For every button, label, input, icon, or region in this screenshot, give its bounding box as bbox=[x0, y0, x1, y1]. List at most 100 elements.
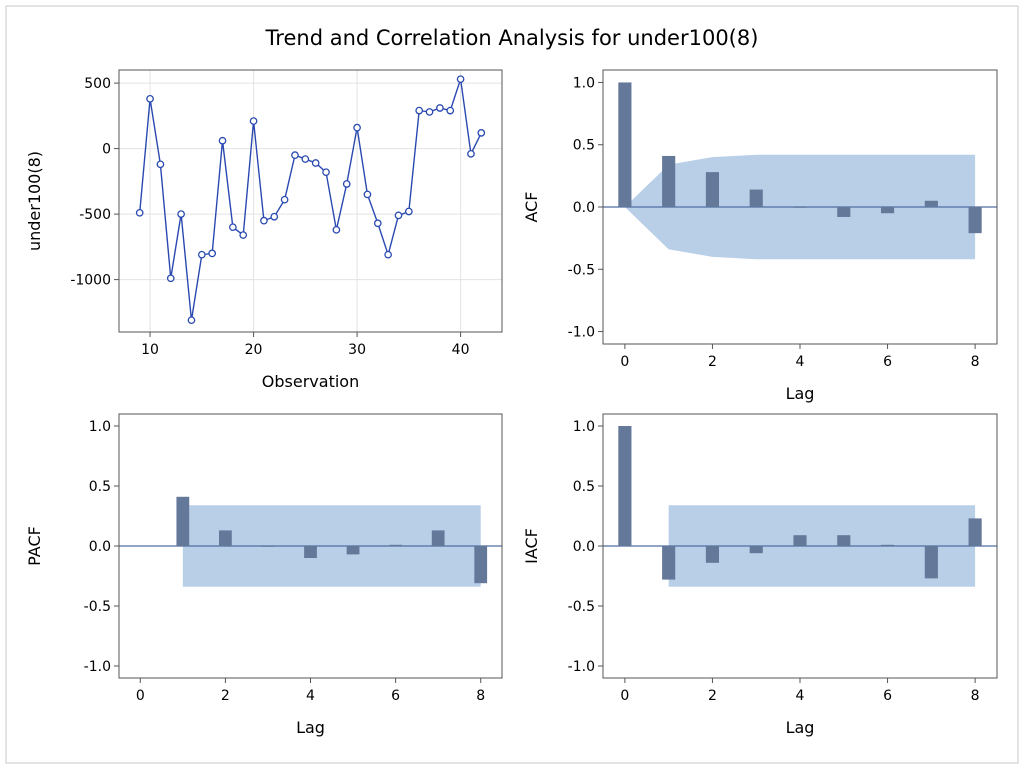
trend-point bbox=[301, 155, 310, 163]
iacf-bar-lag-3 bbox=[749, 546, 763, 554]
trend-point bbox=[280, 195, 289, 204]
iacf-bar-lag-4 bbox=[793, 535, 807, 546]
pacf-bar-lag-3 bbox=[261, 546, 275, 547]
x-tick-label: 8 bbox=[476, 688, 485, 704]
trend-point bbox=[425, 108, 434, 116]
trend-panel: 10 20 30 40 500 0 -500 -1000 Observation under100… bbox=[25, 69, 503, 391]
y-tick-label: 0.0 bbox=[573, 200, 595, 216]
pacf-bar-lag-6 bbox=[389, 544, 402, 546]
x-tick-label: 0 bbox=[136, 688, 145, 704]
y-tick-label: -0.5 bbox=[84, 599, 111, 615]
trend-y-axis-label: under100(8) bbox=[25, 151, 44, 251]
y-tick-label: -1.0 bbox=[568, 659, 595, 675]
trend-point bbox=[342, 180, 351, 188]
x-tick-label: 2 bbox=[708, 354, 717, 370]
trend-point bbox=[208, 249, 217, 258]
trend-point bbox=[322, 168, 330, 177]
pacf-bar-lag-4 bbox=[304, 546, 317, 558]
pacf-x-axis-label: Lag bbox=[296, 718, 325, 737]
x-tick-label: 2 bbox=[708, 688, 717, 704]
acf-bar-lag-6 bbox=[880, 207, 895, 214]
x-tick-label: 20 bbox=[245, 342, 263, 358]
trend-point bbox=[239, 231, 248, 239]
trend-point bbox=[467, 149, 475, 158]
acf-bar-lag-2 bbox=[705, 172, 720, 207]
iacf-x-axis-label: Lag bbox=[786, 718, 815, 737]
acf-bar-lag-5 bbox=[837, 207, 851, 217]
y-tick-label: 1.0 bbox=[573, 419, 595, 435]
trend-point bbox=[166, 274, 175, 283]
trend-x-axis-label: Observation bbox=[262, 372, 359, 391]
y-tick-label: -0.5 bbox=[568, 262, 595, 278]
trend-point bbox=[384, 250, 392, 259]
trend-point bbox=[249, 117, 258, 125]
y-tick-label: -1.0 bbox=[568, 325, 595, 341]
iacf-bar-lag-6 bbox=[880, 544, 895, 546]
acf-bar-lag-4 bbox=[793, 207, 807, 208]
acf-bar-lag-0 bbox=[618, 82, 632, 207]
trend-point bbox=[270, 212, 279, 221]
x-tick-label: 4 bbox=[306, 688, 315, 704]
y-tick-label: 0.5 bbox=[573, 138, 595, 154]
x-tick-label: 4 bbox=[796, 354, 805, 370]
trend-point bbox=[436, 104, 444, 112]
trend-point bbox=[218, 136, 227, 145]
y-tick-label: -1000 bbox=[70, 273, 111, 289]
trend-point bbox=[404, 207, 413, 216]
y-tick-label: 500 bbox=[84, 76, 111, 92]
trend-point bbox=[363, 190, 372, 199]
trend-line bbox=[139, 78, 482, 321]
trend-point bbox=[415, 106, 424, 115]
y-tick-label: 0.5 bbox=[89, 479, 111, 495]
trend-point bbox=[353, 123, 361, 132]
y-tick-label: 1.0 bbox=[89, 419, 111, 435]
y-tick-label: 0.0 bbox=[89, 539, 111, 555]
acf-x-axis-label: Lag bbox=[786, 384, 815, 403]
x-tick-label: 0 bbox=[620, 688, 629, 704]
trend-point bbox=[229, 223, 237, 232]
y-tick-label: 0 bbox=[102, 142, 111, 158]
pacf-panel: 0 2 4 6 8 1.0 0.5 0.0 -0.5 -1.0 Lag PACF bbox=[25, 413, 503, 737]
trend-point bbox=[394, 211, 403, 220]
acf-bar-lag-3 bbox=[749, 189, 763, 207]
x-tick-label: 6 bbox=[883, 354, 892, 370]
x-tick-label: 30 bbox=[348, 342, 366, 358]
acf-y-axis-label: ACF bbox=[522, 191, 541, 222]
pacf-bar-lag-2 bbox=[219, 530, 232, 546]
pacf-bar-lag-1 bbox=[176, 496, 190, 546]
pacf-y-axis-label: PACF bbox=[25, 526, 44, 566]
y-tick-label: -500 bbox=[79, 207, 111, 223]
iacf-bar-lag-2 bbox=[705, 546, 720, 563]
trend-point bbox=[291, 151, 299, 159]
trend-point bbox=[135, 208, 144, 217]
trend-point bbox=[311, 159, 320, 167]
trend-point bbox=[156, 160, 165, 169]
acf-panel: 0 2 4 6 8 1.0 0.5 0.0 -0.5 -1.0 Lag ACF bbox=[522, 69, 998, 403]
figure-border bbox=[5, 5, 1019, 764]
trend-point bbox=[446, 106, 455, 115]
x-tick-label: 4 bbox=[796, 688, 805, 704]
figure-title: Trend and Correlation Analysis for under… bbox=[265, 26, 759, 50]
x-tick-label: 0 bbox=[620, 354, 629, 370]
iacf-bar-lag-0 bbox=[618, 426, 632, 546]
x-tick-label: 2 bbox=[221, 688, 230, 704]
x-tick-label: 10 bbox=[141, 342, 159, 358]
pacf-bar-lag-8 bbox=[474, 546, 488, 584]
acf-bar-lag-7 bbox=[924, 200, 938, 207]
x-tick-label: 6 bbox=[883, 688, 892, 704]
trend-plot-frame bbox=[118, 69, 503, 333]
acf-bar-lag-1 bbox=[662, 155, 676, 207]
y-tick-label: -1.0 bbox=[84, 659, 111, 675]
y-tick-label: -0.5 bbox=[568, 599, 595, 615]
x-tick-label: 40 bbox=[452, 342, 470, 358]
y-tick-label: 0.5 bbox=[573, 479, 595, 495]
y-tick-label: 0.0 bbox=[573, 539, 595, 555]
acf-bar-lag-8 bbox=[968, 207, 982, 234]
pacf-bar-lag-7 bbox=[431, 530, 445, 546]
trend-point bbox=[197, 250, 206, 259]
x-tick-label: 6 bbox=[391, 688, 400, 704]
trend-point bbox=[456, 75, 465, 84]
trend-point bbox=[177, 210, 185, 218]
iacf-bar-lag-1 bbox=[662, 546, 676, 580]
